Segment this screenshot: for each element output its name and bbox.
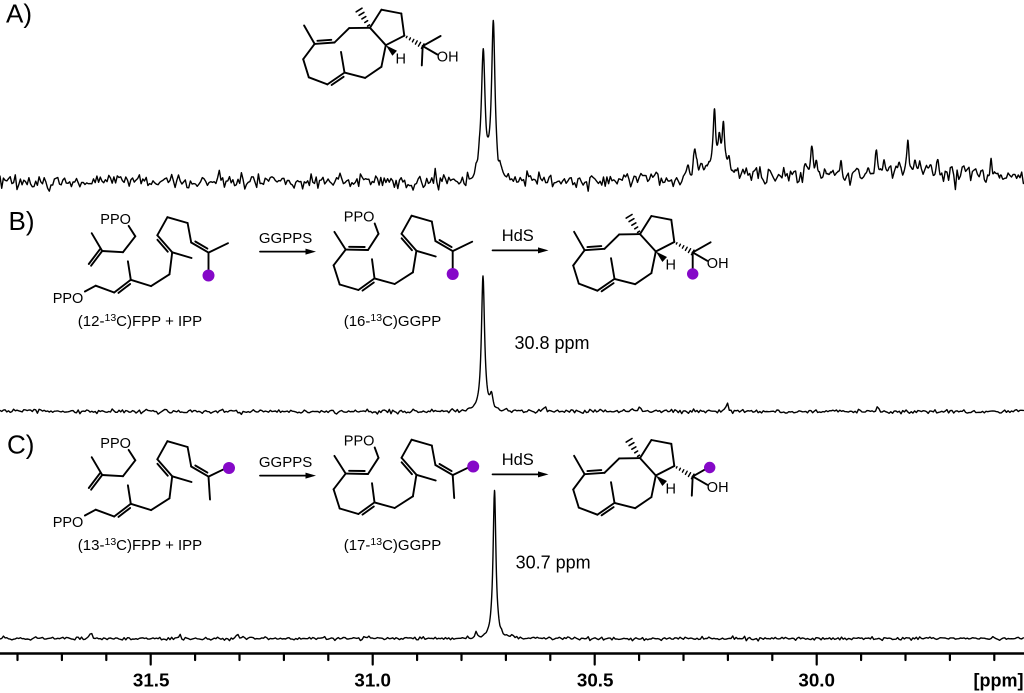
svg-text:(13-13C)FPP + IPP: (13-13C)FPP + IPP <box>78 536 202 554</box>
svg-text:30.8 ppm: 30.8 ppm <box>515 333 590 353</box>
svg-text:A): A) <box>6 0 32 28</box>
svg-text:OH: OH <box>707 480 729 496</box>
svg-text:(12-13C)FPP + IPP: (12-13C)FPP + IPP <box>78 312 202 330</box>
svg-text:B): B) <box>9 206 35 236</box>
svg-text:HdS: HdS <box>502 227 534 245</box>
svg-text:GGPPS: GGPPS <box>259 454 312 471</box>
svg-text:H: H <box>396 51 406 67</box>
svg-text:30.5: 30.5 <box>577 670 614 691</box>
svg-text:(16-13C)GGPP: (16-13C)GGPP <box>344 312 442 330</box>
svg-text:PPO: PPO <box>344 210 375 226</box>
svg-text:PPO: PPO <box>100 436 131 452</box>
svg-text:(17-13C)GGPP: (17-13C)GGPP <box>344 536 442 554</box>
svg-text:PPO: PPO <box>53 515 84 531</box>
svg-text:30.0: 30.0 <box>798 670 835 691</box>
svg-text:PPO: PPO <box>344 434 375 450</box>
svg-text:31.0: 31.0 <box>354 670 391 691</box>
svg-text:HdS: HdS <box>502 451 534 469</box>
svg-text:OH: OH <box>707 256 729 272</box>
svg-text:H: H <box>666 258 676 274</box>
svg-text:PPO: PPO <box>100 212 131 228</box>
svg-text:31.5: 31.5 <box>133 670 170 691</box>
svg-text:GGPPS: GGPPS <box>259 230 312 247</box>
svg-text:[ppm]: [ppm] <box>974 671 1024 691</box>
svg-text:C): C) <box>7 429 34 459</box>
svg-text:H: H <box>666 482 676 498</box>
svg-text:30.7 ppm: 30.7 ppm <box>516 552 591 572</box>
svg-text:PPO: PPO <box>53 291 84 307</box>
svg-text:OH: OH <box>437 50 459 66</box>
